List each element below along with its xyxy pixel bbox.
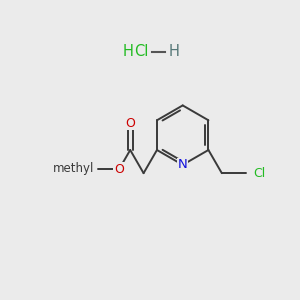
Text: H: H [168,44,179,59]
Text: H: H [123,44,134,59]
Text: O: O [114,163,124,176]
Text: N: N [178,158,188,171]
Text: O: O [125,117,135,130]
Text: Cl: Cl [254,167,266,180]
Text: methyl: methyl [53,162,94,175]
Text: Cl: Cl [134,44,148,59]
